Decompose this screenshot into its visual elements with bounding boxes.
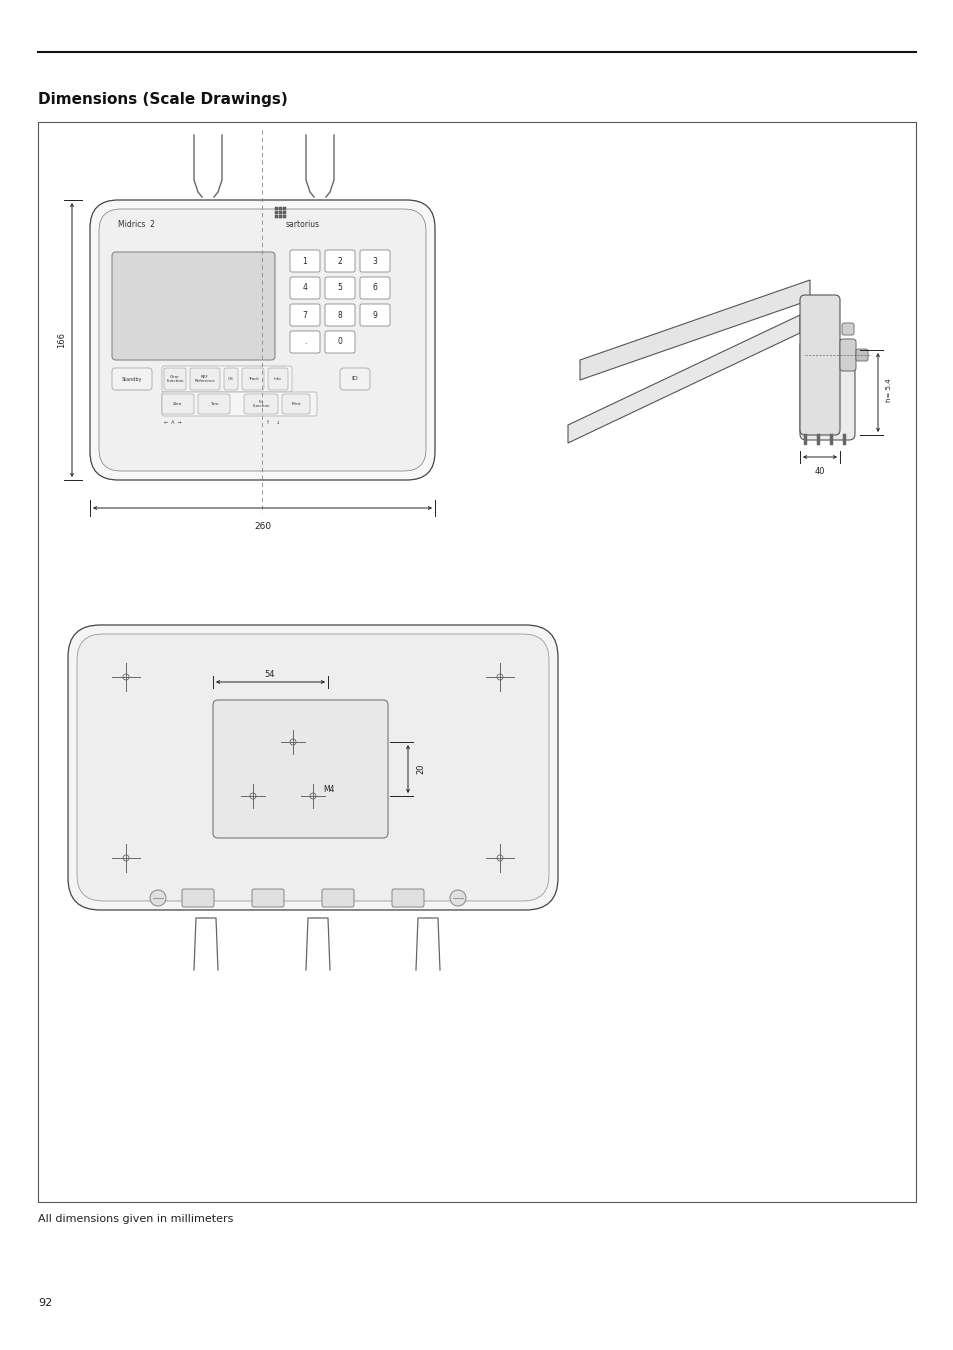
Text: 8: 8	[337, 310, 342, 320]
FancyBboxPatch shape	[339, 369, 370, 390]
FancyBboxPatch shape	[282, 394, 310, 414]
Polygon shape	[579, 279, 809, 379]
Text: Fn
Function: Fn Function	[252, 400, 270, 408]
Bar	[278, 211, 282, 215]
Bar	[278, 207, 282, 211]
FancyBboxPatch shape	[190, 369, 220, 390]
FancyBboxPatch shape	[840, 339, 855, 371]
Text: Dimensions (Scale Drawings): Dimensions (Scale Drawings)	[38, 92, 288, 107]
FancyBboxPatch shape	[182, 890, 213, 907]
Text: 3: 3	[373, 256, 377, 266]
FancyBboxPatch shape	[224, 369, 237, 390]
Text: Info: Info	[274, 377, 281, 381]
Bar	[274, 215, 277, 217]
Bar	[283, 211, 286, 215]
FancyBboxPatch shape	[325, 250, 355, 271]
FancyBboxPatch shape	[841, 323, 853, 335]
Text: REF
Reference: REF Reference	[194, 375, 215, 383]
Bar	[274, 207, 277, 211]
FancyBboxPatch shape	[162, 392, 316, 416]
Polygon shape	[567, 315, 800, 443]
Text: 6: 6	[373, 284, 377, 293]
FancyBboxPatch shape	[99, 209, 426, 471]
FancyBboxPatch shape	[359, 250, 390, 271]
Text: Standby: Standby	[122, 377, 142, 382]
FancyBboxPatch shape	[322, 890, 354, 907]
Text: Zero: Zero	[173, 402, 182, 406]
Circle shape	[450, 890, 465, 906]
Text: Tare: Tare	[210, 402, 218, 406]
FancyBboxPatch shape	[290, 304, 319, 325]
Text: .: .	[303, 338, 306, 347]
FancyBboxPatch shape	[855, 350, 867, 360]
FancyBboxPatch shape	[162, 366, 292, 392]
Circle shape	[150, 890, 166, 906]
Text: M4: M4	[323, 786, 335, 795]
Bar	[38, 122, 915, 1202]
Text: sartorius: sartorius	[286, 220, 320, 230]
FancyBboxPatch shape	[164, 369, 186, 390]
FancyBboxPatch shape	[800, 340, 854, 440]
Text: 9: 9	[373, 310, 377, 320]
Bar	[278, 215, 282, 217]
Text: 0: 0	[337, 338, 342, 347]
Text: All dimensions given in millimeters: All dimensions given in millimeters	[38, 1214, 233, 1224]
Text: h= 5.4: h= 5.4	[885, 378, 891, 402]
Text: 260: 260	[253, 522, 271, 531]
FancyBboxPatch shape	[800, 296, 840, 435]
FancyBboxPatch shape	[77, 634, 548, 900]
Text: 1: 1	[302, 256, 307, 266]
FancyBboxPatch shape	[290, 250, 319, 271]
FancyBboxPatch shape	[325, 277, 355, 298]
FancyBboxPatch shape	[325, 331, 355, 352]
Text: ←  A  →: ← A →	[164, 420, 182, 425]
FancyBboxPatch shape	[325, 304, 355, 325]
FancyBboxPatch shape	[112, 252, 274, 360]
Text: Print: Print	[291, 402, 300, 406]
FancyBboxPatch shape	[359, 304, 390, 325]
FancyBboxPatch shape	[213, 701, 388, 838]
FancyBboxPatch shape	[290, 331, 319, 352]
Bar	[283, 207, 286, 211]
Text: 7: 7	[302, 310, 307, 320]
FancyBboxPatch shape	[68, 625, 558, 910]
Text: ↑    ↓: ↑ ↓	[266, 420, 280, 425]
FancyBboxPatch shape	[90, 200, 435, 481]
Text: Midrics  2: Midrics 2	[118, 220, 154, 230]
Text: Char
Function: Char Function	[166, 375, 184, 383]
Text: 92: 92	[38, 1297, 52, 1308]
FancyBboxPatch shape	[290, 277, 319, 298]
Text: ID: ID	[352, 377, 358, 382]
Text: 40: 40	[814, 467, 824, 477]
Text: Track: Track	[248, 377, 258, 381]
FancyBboxPatch shape	[198, 394, 230, 414]
FancyBboxPatch shape	[242, 369, 264, 390]
FancyBboxPatch shape	[392, 890, 423, 907]
FancyBboxPatch shape	[112, 369, 152, 390]
Bar	[274, 211, 277, 215]
Text: OK: OK	[228, 377, 233, 381]
Text: 2: 2	[337, 256, 342, 266]
Text: 5: 5	[337, 284, 342, 293]
FancyBboxPatch shape	[252, 890, 284, 907]
FancyBboxPatch shape	[268, 369, 288, 390]
Text: 54: 54	[265, 670, 275, 679]
Text: 166: 166	[57, 332, 67, 348]
FancyBboxPatch shape	[162, 394, 193, 414]
Text: 20: 20	[416, 764, 424, 775]
Bar	[283, 215, 286, 217]
FancyBboxPatch shape	[359, 277, 390, 298]
Text: 4: 4	[302, 284, 307, 293]
FancyBboxPatch shape	[244, 394, 277, 414]
